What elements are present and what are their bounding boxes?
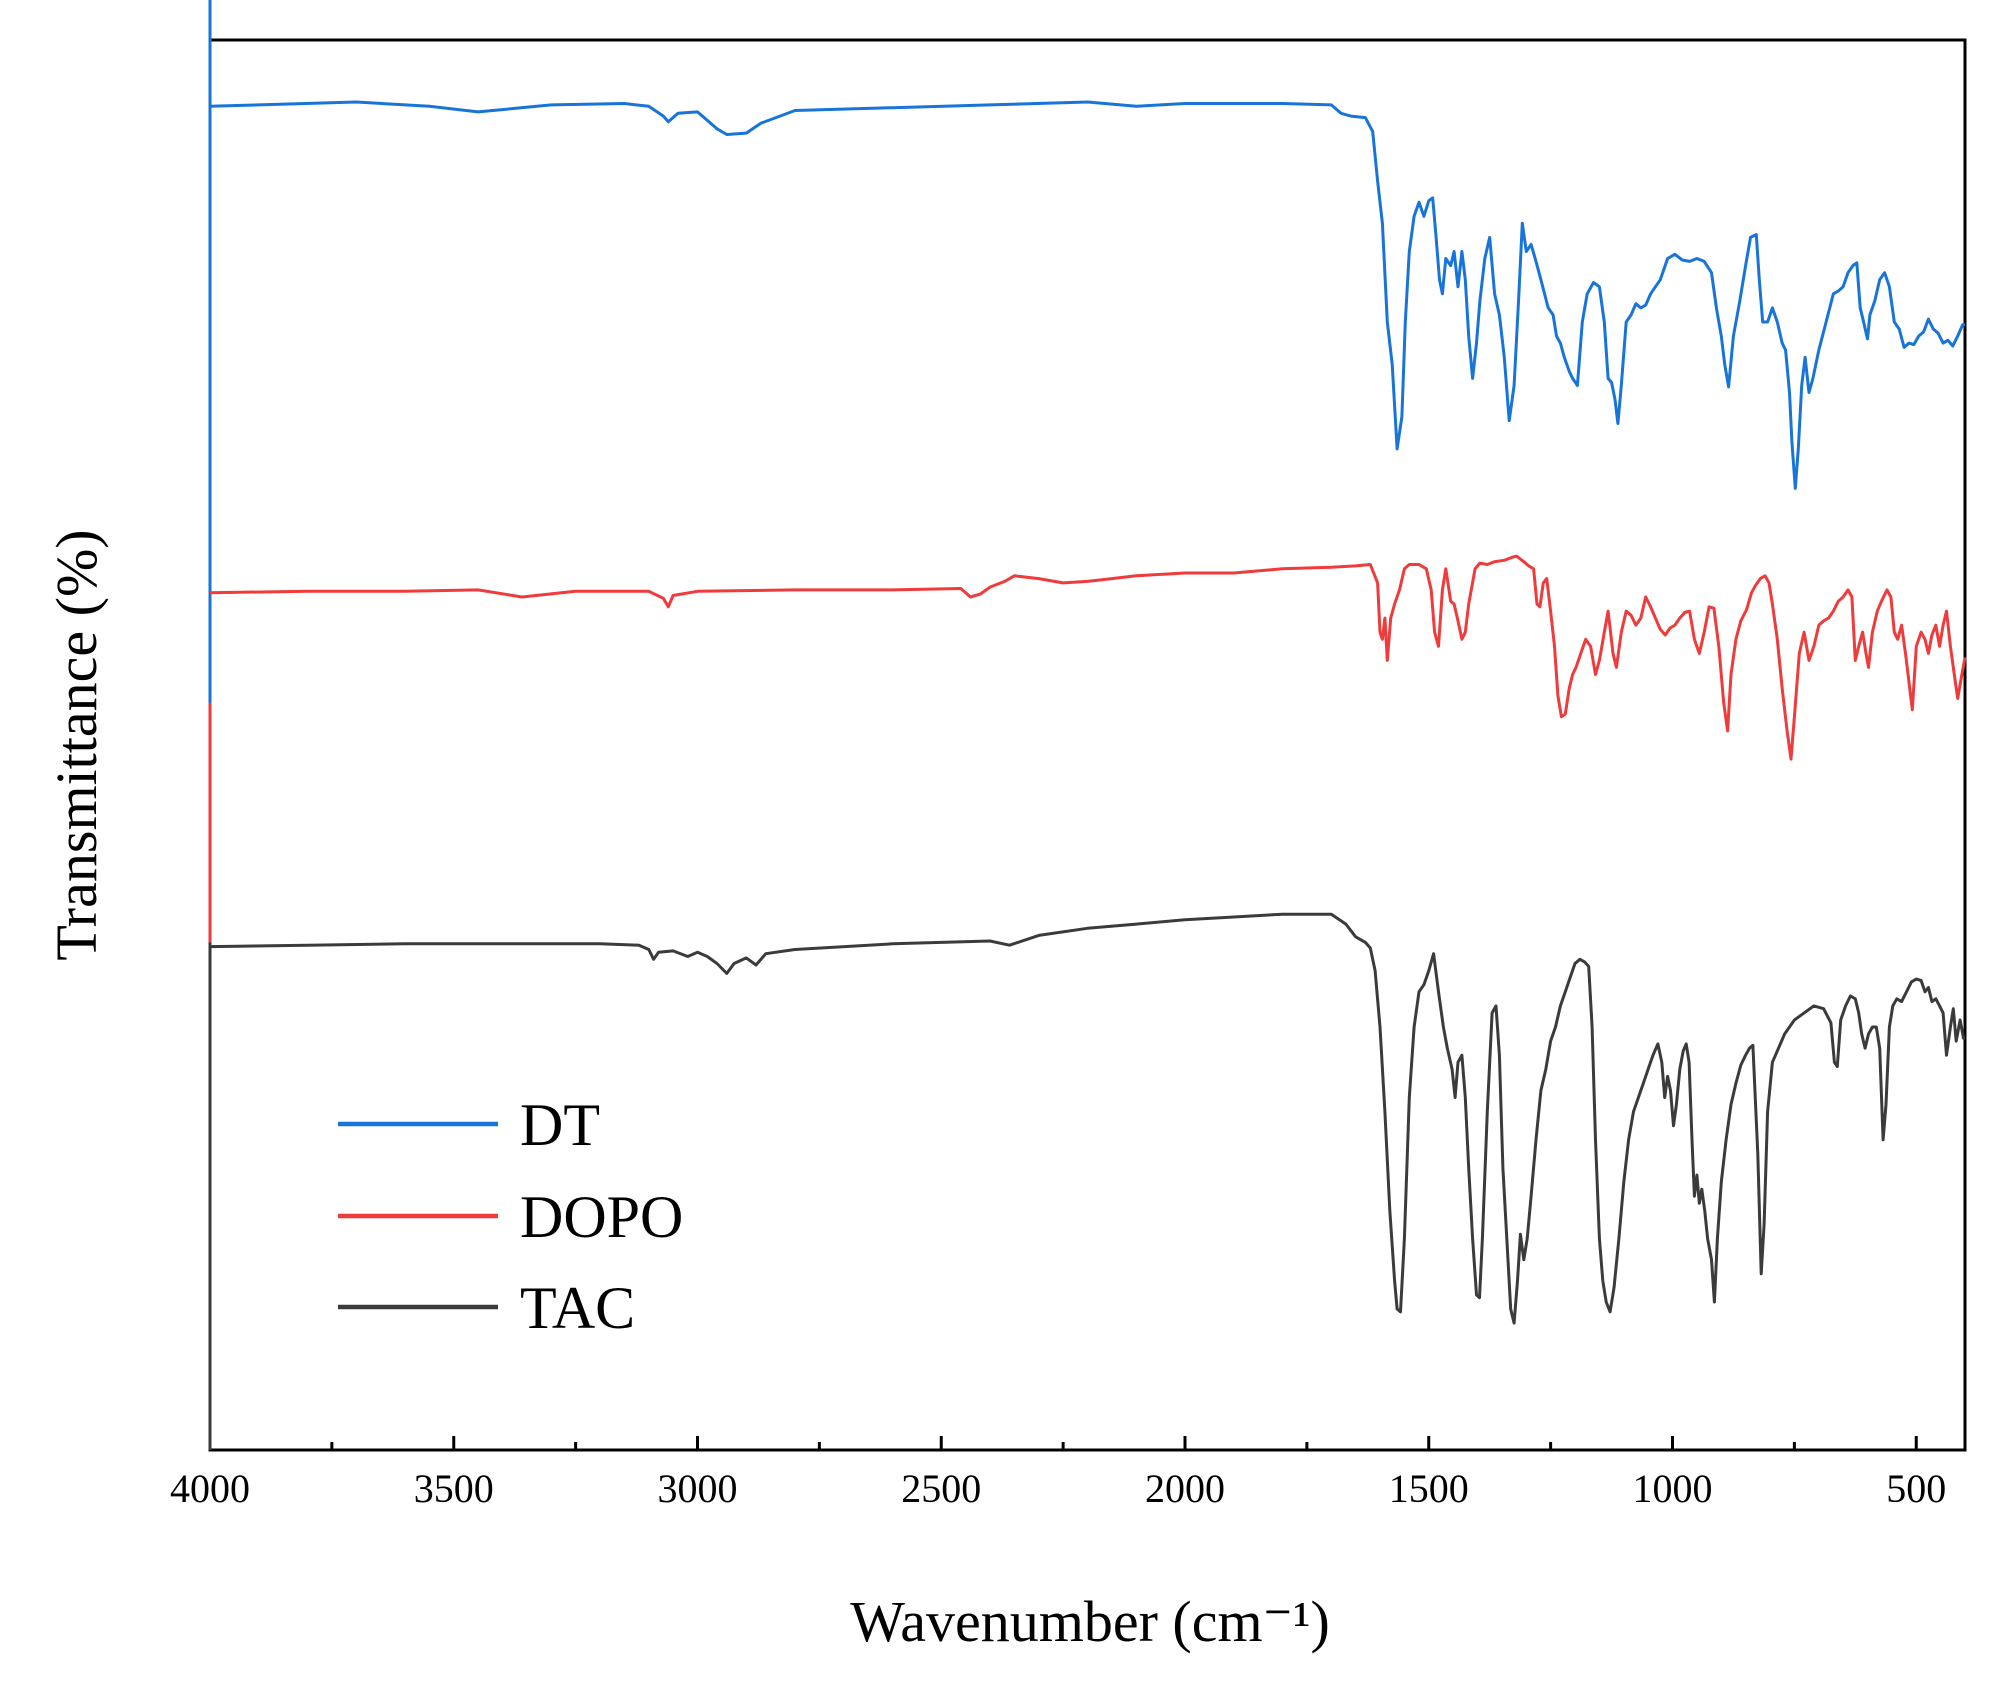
series-line-dt (209, 100, 1965, 490)
x-tick-label: 3000 (658, 1466, 738, 1511)
series-lines (208, 0, 1967, 1450)
legend-label-tac: TAC (520, 1275, 635, 1341)
legend: DT DOPO TAC (338, 1092, 683, 1341)
legend-label-dt: DT (520, 1092, 600, 1158)
x-tick-label: 500 (1886, 1466, 1946, 1511)
x-tick-label: 2000 (1145, 1466, 1225, 1511)
y-axis-title: Transmittance (%) (44, 529, 109, 960)
x-tick-label: 2500 (901, 1466, 981, 1511)
legend-label-dopo: DOPO (520, 1184, 683, 1250)
x-tick-label: 1500 (1389, 1466, 1469, 1511)
x-axis-tick-labels: 4000 3500 3000 2500 2000 1500 1000 500 (170, 1466, 1946, 1511)
x-axis-title: Wavenumber (cm⁻¹) (850, 1589, 1330, 1654)
x-axis-ticks (208, 1436, 1918, 1450)
x-tick-label: 4000 (170, 1466, 250, 1511)
series-line-tac (209, 912, 1965, 1325)
series-line-dopo (209, 554, 1967, 761)
x-tick-label: 1000 (1633, 1466, 1713, 1511)
x-tick-label: 3500 (414, 1466, 494, 1511)
plot-frame (208, 38, 1967, 1452)
